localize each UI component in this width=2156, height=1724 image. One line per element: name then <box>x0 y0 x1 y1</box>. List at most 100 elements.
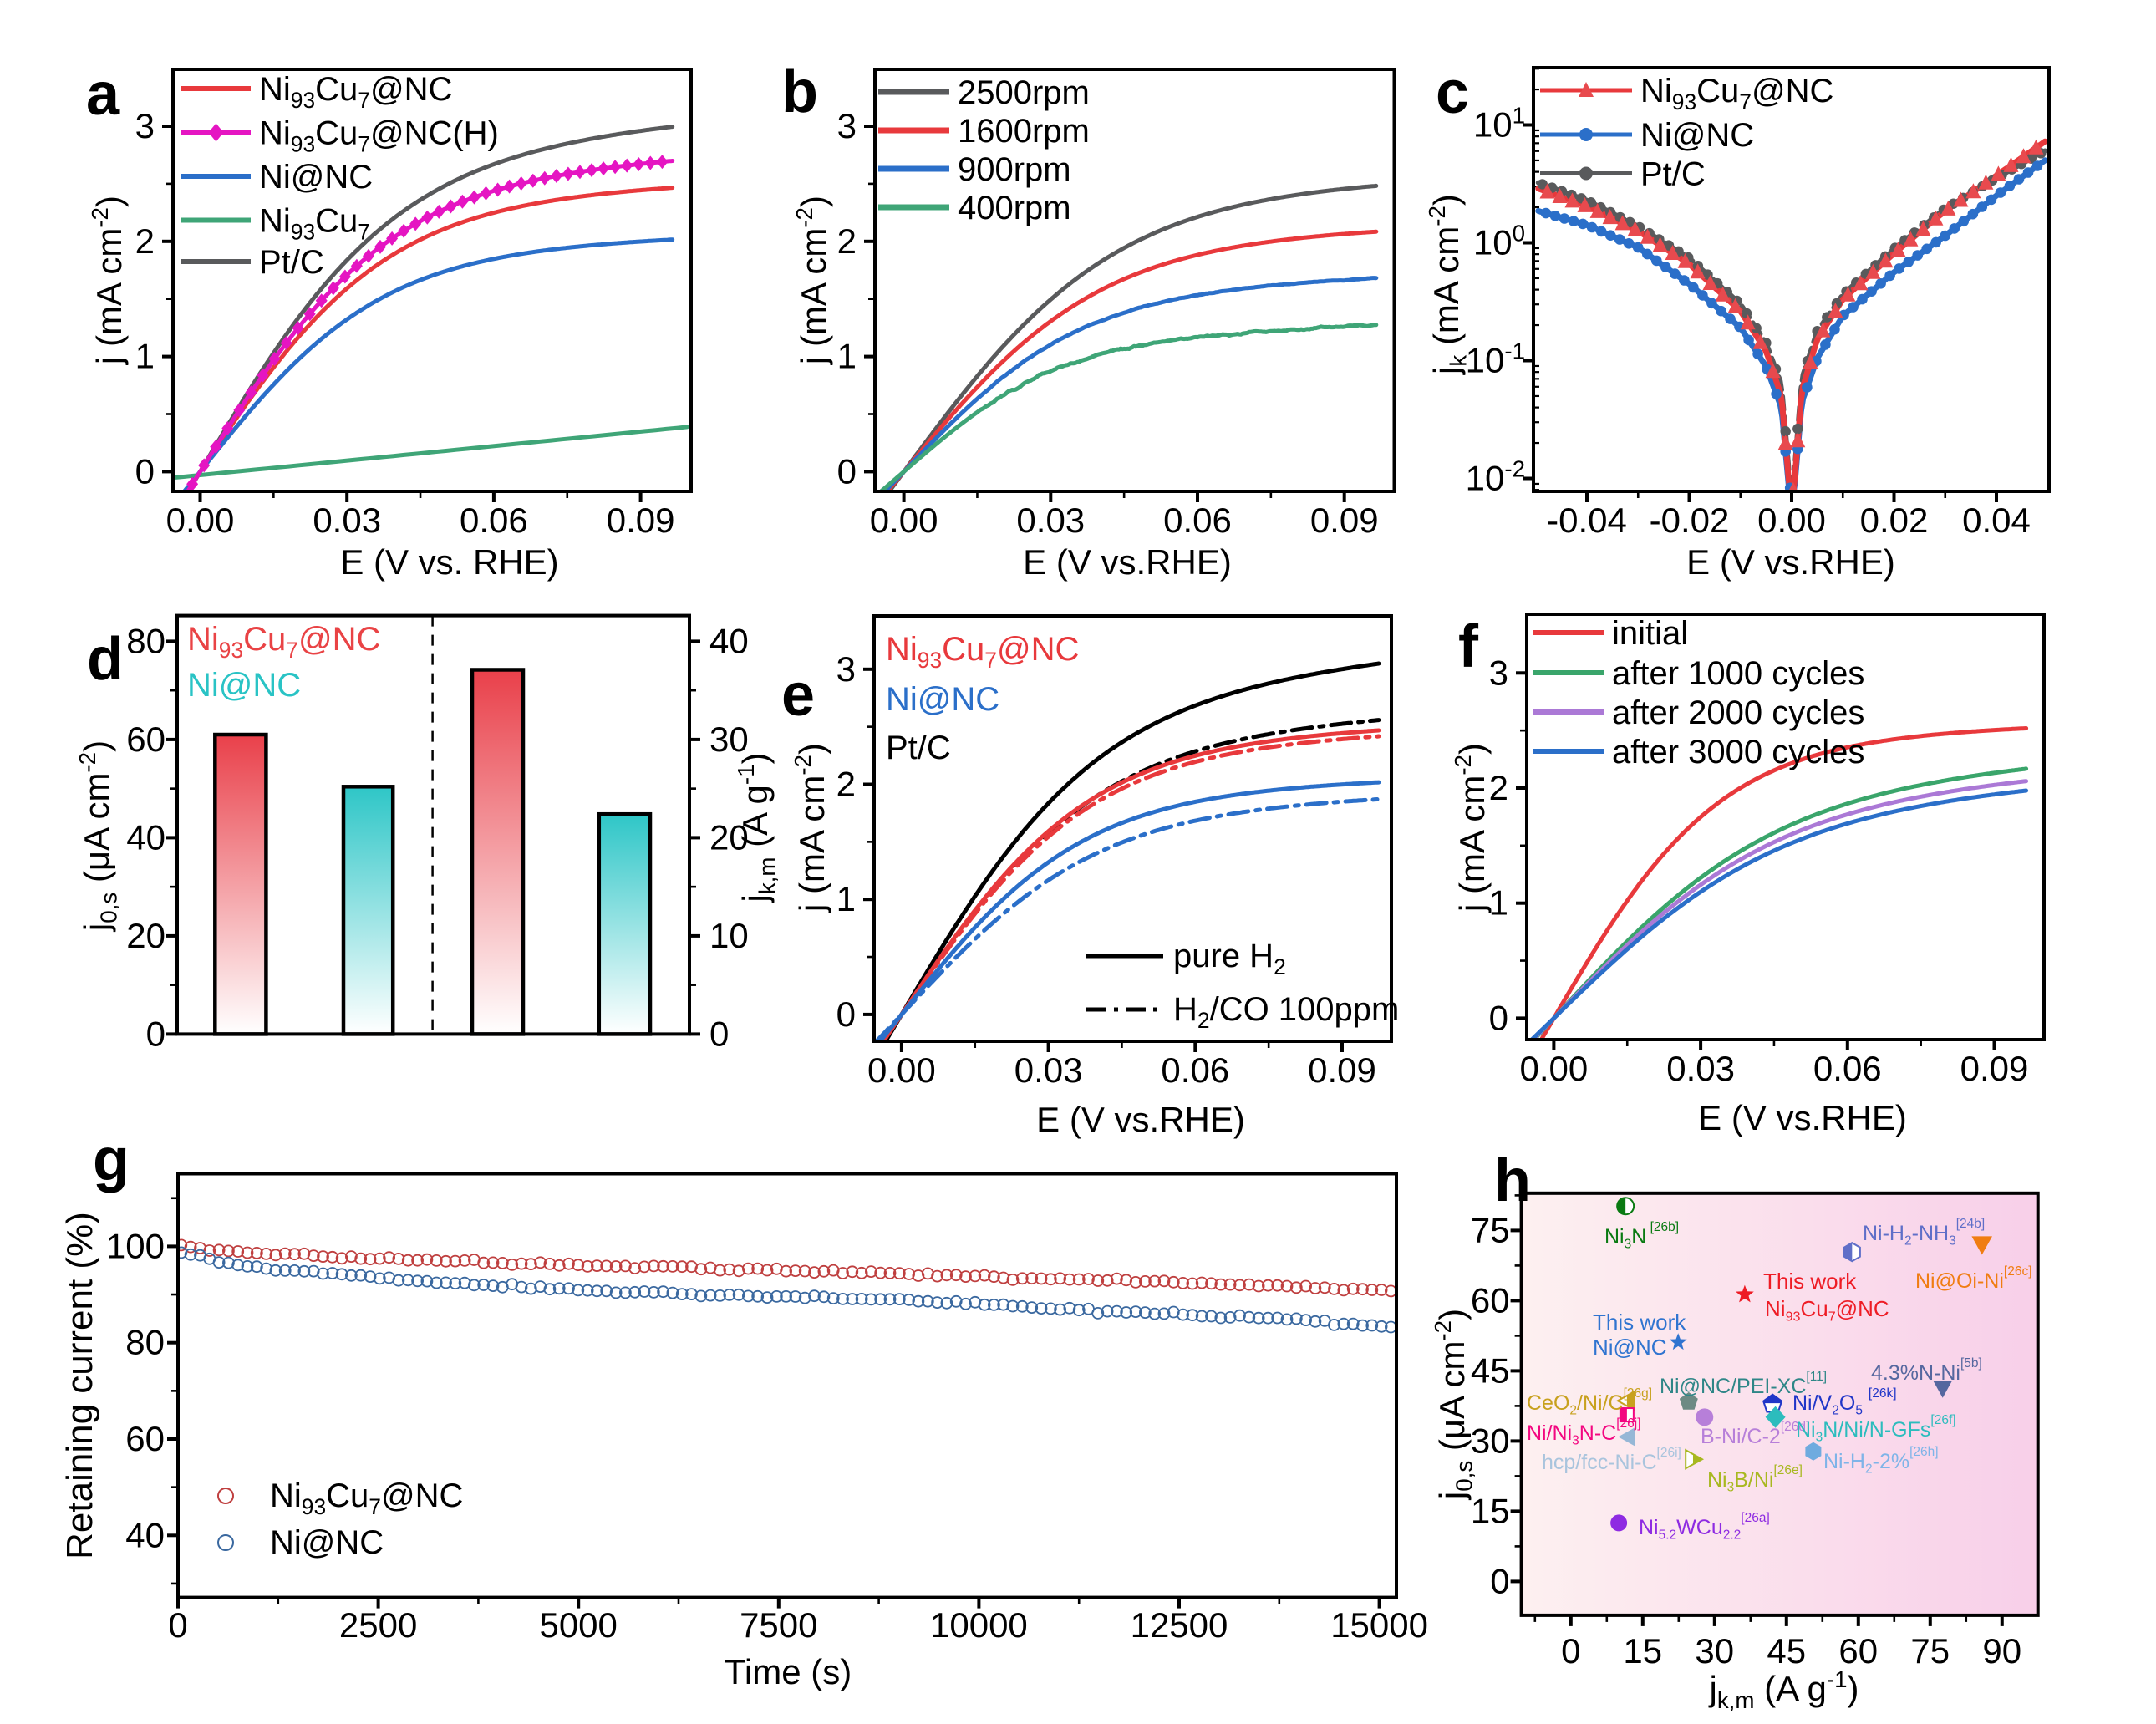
svg-text:Pt/C: Pt/C <box>1640 156 1706 193</box>
svg-text:0: 0 <box>146 1014 165 1053</box>
svg-text:0.00: 0.00 <box>867 1050 936 1090</box>
svg-text:j (mA cm-2): j (mA cm-2) <box>1450 743 1492 913</box>
svg-text:-0.04: -0.04 <box>1547 501 1627 540</box>
svg-text:Ni3N [26b]: Ni3N [26b] <box>1604 1220 1679 1252</box>
svg-text:3: 3 <box>837 106 857 145</box>
svg-text:0.00: 0.00 <box>870 501 938 540</box>
svg-text:15: 15 <box>1471 1491 1510 1530</box>
svg-text:initial: initial <box>1612 615 1688 652</box>
svg-text:Retaining current (%): Retaining current (%) <box>59 1212 100 1559</box>
svg-text:0.09: 0.09 <box>1960 1049 2029 1088</box>
svg-text:0.04: 0.04 <box>1962 501 2031 540</box>
svg-text:0: 0 <box>1490 1561 1509 1600</box>
svg-text:900rpm: 900rpm <box>958 151 1071 188</box>
svg-text:0.09: 0.09 <box>1308 1050 1376 1090</box>
svg-text:Ni-H2-2%[26h]: Ni-H2-2%[26h] <box>1823 1445 1939 1477</box>
svg-text:0: 0 <box>1489 998 1508 1037</box>
svg-text:0.03: 0.03 <box>1666 1049 1735 1088</box>
svg-text:30: 30 <box>1695 1631 1734 1671</box>
svg-text:0.06: 0.06 <box>1813 1049 1882 1088</box>
svg-text:100: 100 <box>106 1226 165 1265</box>
svg-text:0.06: 0.06 <box>1161 1050 1229 1090</box>
svg-text:after 2000 cycles: after 2000 cycles <box>1612 694 1864 731</box>
svg-text:10-1: 10-1 <box>1466 338 1525 380</box>
svg-text:90: 90 <box>1982 1631 2021 1671</box>
svg-text:10: 10 <box>709 916 749 955</box>
svg-text:60: 60 <box>1838 1631 1878 1671</box>
svg-text:Ni/Ni3N-C[26j]: Ni/Ni3N-C[26j] <box>1527 1416 1641 1448</box>
svg-text:Ni93Cu7@NC(H): Ni93Cu7@NC(H) <box>259 115 499 157</box>
svg-text:3: 3 <box>135 106 155 145</box>
svg-text:40: 40 <box>126 817 165 857</box>
svg-text:4.3%N-Ni[5b]: 4.3%N-Ni[5b] <box>1871 1356 1982 1385</box>
svg-text:1600rpm: 1600rpm <box>958 113 1090 150</box>
svg-text:0.03: 0.03 <box>1016 501 1085 540</box>
svg-text:Ni-H2-NH3[24b]: Ni-H2-NH3[24b] <box>1863 1217 1985 1249</box>
svg-text:80: 80 <box>126 621 165 660</box>
svg-text:40: 40 <box>709 621 749 660</box>
svg-text:Ni/V2O5 [26k]: Ni/V2O5 [26k] <box>1792 1386 1897 1418</box>
svg-text:1: 1 <box>836 879 856 918</box>
svg-text:60: 60 <box>126 720 165 759</box>
svg-text:1: 1 <box>135 337 155 376</box>
svg-text:0.06: 0.06 <box>460 501 528 540</box>
svg-text:E (V vs.RHE): E (V vs.RHE) <box>1023 542 1232 582</box>
svg-text:Ni93Cu7@NC: Ni93Cu7@NC <box>259 71 452 113</box>
svg-text:j0,s (μA cm-2): j0,s (μA cm-2) <box>74 740 121 933</box>
svg-text:2500: 2500 <box>339 1605 417 1645</box>
svg-text:Ni@Oi-Ni[26c]: Ni@Oi-Ni[26c] <box>1915 1264 2032 1293</box>
svg-text:2: 2 <box>135 221 155 261</box>
svg-text:after 1000 cycles: after 1000 cycles <box>1612 655 1864 692</box>
svg-text:This work: This work <box>1763 1269 1857 1294</box>
svg-text:3: 3 <box>836 649 856 689</box>
svg-text:pure H2: pure H2 <box>1173 938 1286 979</box>
svg-text:a: a <box>86 61 120 128</box>
svg-text:j0,s (μA cm-2): j0,s (μA cm-2) <box>1430 1309 1477 1501</box>
svg-text:80: 80 <box>125 1323 165 1362</box>
svg-text:0.09: 0.09 <box>607 501 675 540</box>
svg-text:E (V vs.RHE): E (V vs.RHE) <box>1036 1100 1245 1139</box>
svg-text:0.06: 0.06 <box>1163 501 1232 540</box>
svg-text:15: 15 <box>1623 1631 1662 1671</box>
svg-text:Ni3N/Ni/N-GFs[26f]: Ni3N/Ni/N-GFs[26f] <box>1796 1413 1956 1445</box>
svg-text:75: 75 <box>1471 1210 1510 1249</box>
svg-text:Ni93Cu7@NC: Ni93Cu7@NC <box>270 1477 463 1519</box>
svg-text:0: 0 <box>1561 1631 1580 1671</box>
svg-text:60: 60 <box>125 1419 165 1458</box>
svg-text:2: 2 <box>1489 768 1508 807</box>
svg-text:jk (mA cm-2): jk (mA cm-2) <box>1424 194 1471 376</box>
svg-text:Ni3B/Ni[26e]: Ni3B/Ni[26e] <box>1707 1463 1803 1495</box>
svg-text:15000: 15000 <box>1330 1605 1428 1645</box>
svg-text:f: f <box>1458 613 1479 680</box>
svg-text:E (V vs. RHE): E (V vs. RHE) <box>340 542 558 582</box>
svg-text:7500: 7500 <box>740 1605 817 1645</box>
svg-text:after 3000 cycles: after 3000 cycles <box>1612 734 1864 770</box>
svg-text:45: 45 <box>1471 1350 1510 1390</box>
svg-text:0: 0 <box>135 451 155 491</box>
svg-text:Ni93Cu7@NC: Ni93Cu7@NC <box>187 621 380 663</box>
svg-text:100: 100 <box>1473 221 1525 262</box>
svg-text:hcp/fcc-Ni-C[26i]: hcp/fcc-Ni-C[26i] <box>1542 1446 1681 1474</box>
svg-text:20: 20 <box>709 817 749 857</box>
svg-text:E (V vs.RHE): E (V vs.RHE) <box>1698 1098 1907 1137</box>
svg-text:c: c <box>1436 59 1469 126</box>
svg-text:Ni@NC/PEI-XC[11]: Ni@NC/PEI-XC[11] <box>1660 1370 1827 1398</box>
svg-text:40: 40 <box>125 1515 165 1554</box>
svg-text:1: 1 <box>837 337 857 376</box>
svg-text:e: e <box>781 662 815 729</box>
svg-text:Ni@NC: Ni@NC <box>886 681 999 718</box>
svg-text:0: 0 <box>168 1605 187 1645</box>
svg-text:Ni93Cu7: Ni93Cu7 <box>259 203 370 245</box>
svg-text:d: d <box>87 626 124 693</box>
svg-text:0.00: 0.00 <box>166 501 235 540</box>
svg-text:H2/CO 100ppm: H2/CO 100ppm <box>1173 991 1399 1033</box>
svg-text:60: 60 <box>1471 1280 1510 1320</box>
svg-text:j (mA cm-2): j (mA cm-2) <box>87 196 129 366</box>
svg-text:-0.02: -0.02 <box>1650 501 1730 540</box>
svg-text:j (mA cm-2): j (mA cm-2) <box>790 743 831 913</box>
svg-text:jk,m (A g-1): jk,m (A g-1) <box>733 752 780 903</box>
svg-text:5000: 5000 <box>539 1605 617 1645</box>
svg-text:30: 30 <box>1471 1421 1510 1460</box>
svg-text:Ni93Cu7@NC: Ni93Cu7@NC <box>1765 1296 1889 1325</box>
svg-text:B-Ni/C-2[26d]: B-Ni/C-2[26d] <box>1701 1420 1809 1448</box>
